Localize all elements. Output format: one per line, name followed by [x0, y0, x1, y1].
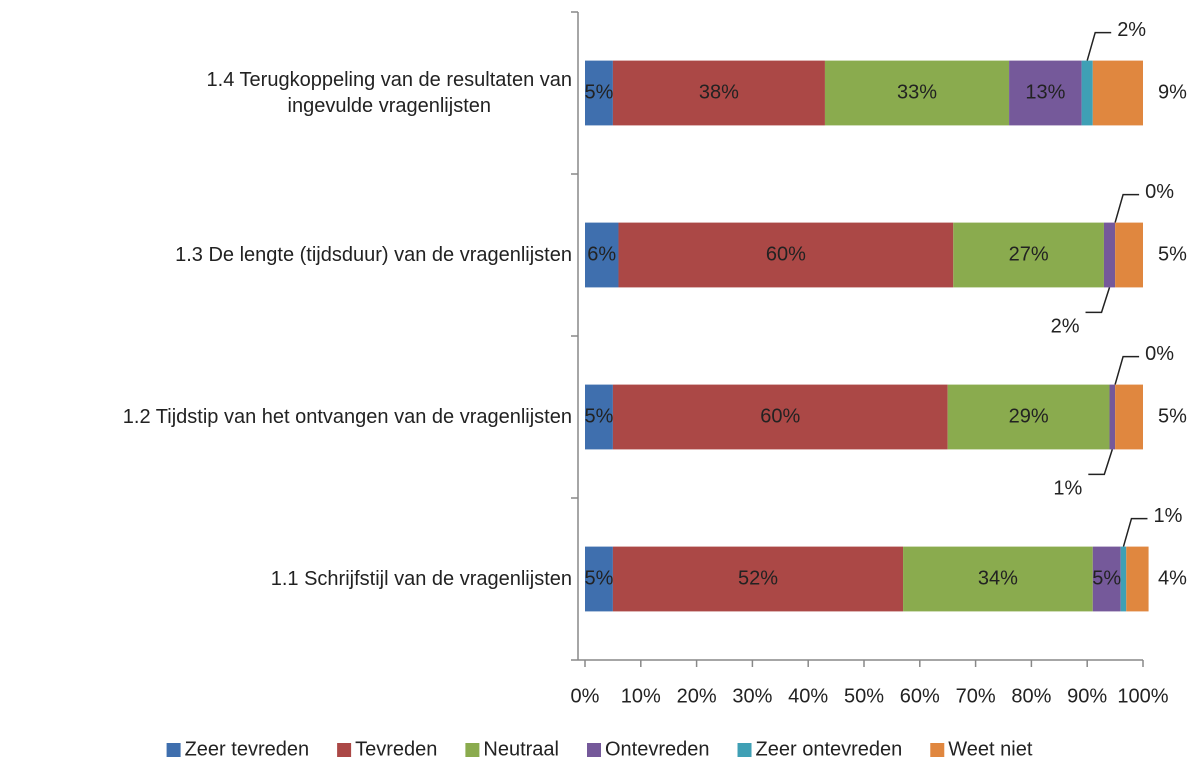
data-label: 5% [1158, 405, 1187, 427]
legend-label: Tevreden [355, 738, 437, 760]
legend-swatch [737, 743, 752, 757]
x-tick-label: 50% [844, 685, 884, 707]
bar-segment [612, 546, 904, 612]
category-label: 1.1 Schrijfstijl van de vragenlijsten [270, 568, 572, 590]
data-label: 60% [766, 243, 806, 265]
legend-label: Zeer ontevreden [756, 738, 903, 760]
data-label: 0% [1145, 181, 1174, 203]
data-label: 5% [584, 405, 613, 427]
x-tick-label: 100% [1117, 685, 1168, 707]
bar-segment [585, 222, 619, 288]
bar-segment [1103, 222, 1116, 288]
legend-label: Zeer tevreden [185, 738, 310, 760]
category-label: 1.3 De lengte (tijdsduur) van de vragenl… [175, 244, 572, 266]
data-label: 13% [1025, 81, 1065, 103]
bar-segment [824, 60, 1010, 126]
data-label: 1% [1053, 478, 1082, 500]
bar-segment [903, 546, 1093, 612]
x-tick-label: 10% [621, 685, 661, 707]
data-label: 5% [584, 567, 613, 589]
data-label: 2% [1051, 316, 1080, 338]
legend-swatch [587, 743, 601, 757]
legend-label: Weet niet [948, 738, 1033, 760]
bar-segment [585, 60, 613, 126]
bar-segment [618, 222, 954, 288]
data-label: 5% [1158, 243, 1187, 265]
leader-line [1122, 517, 1148, 547]
legend-label: Ontevreden [605, 738, 710, 760]
legend-swatch [166, 743, 181, 757]
bar-segment [1120, 546, 1127, 612]
bar-segment [953, 222, 1104, 288]
bar-segment [1092, 546, 1121, 612]
data-label: 6% [587, 243, 616, 265]
leader-line [1114, 193, 1140, 223]
x-tick-label: 30% [732, 685, 772, 707]
data-label: 0% [1145, 343, 1174, 365]
legend-swatch [465, 743, 480, 757]
bar-segment [1115, 384, 1143, 450]
legend: Zeer tevreden Tevreden Neutraal Ontevreden Z… [166, 738, 1033, 760]
data-label: 2% [1117, 19, 1146, 41]
category-label: 1.2 Tijdstip van het ontvangen van de vr… [122, 406, 572, 428]
bar-segment [1126, 546, 1149, 612]
bar-segment [612, 384, 948, 450]
leader-line [1086, 31, 1112, 61]
bar-segment [585, 384, 613, 450]
bar-segment [947, 384, 1110, 450]
data-label: 60% [760, 405, 800, 427]
data-label: 38% [699, 81, 739, 103]
data-label: 9% [1158, 81, 1187, 103]
bar-segment [612, 60, 825, 126]
leader-line [1088, 449, 1114, 476]
legend-swatch [337, 743, 352, 757]
data-label: 5% [1092, 567, 1121, 589]
bar-segment [1081, 60, 1093, 126]
bar-segment [585, 546, 613, 612]
category-label: 1.4 Terugkoppeling van de resultaten van… [206, 69, 572, 117]
data-label: 4% [1158, 567, 1187, 589]
data-label: 34% [978, 567, 1018, 589]
x-tick-label: 90% [1067, 685, 1107, 707]
data-label: 29% [1009, 405, 1049, 427]
leader-line [1114, 355, 1140, 385]
data-label: 1% [1153, 505, 1182, 527]
bar-segment [1092, 60, 1143, 126]
x-tick-label: 20% [677, 685, 717, 707]
legend-label: Neutraal [483, 738, 559, 760]
data-label: 33% [897, 81, 937, 103]
data-label: 27% [1009, 243, 1049, 265]
x-tick-label: 40% [788, 685, 828, 707]
leader-line [1085, 287, 1111, 314]
data-label: 5% [584, 81, 613, 103]
x-tick-label: 70% [956, 685, 996, 707]
bar-segment [1109, 384, 1116, 450]
x-tick-label: 0% [571, 685, 600, 707]
data-label: 52% [738, 567, 778, 589]
bar-segment [1009, 60, 1082, 126]
x-tick-label: 60% [900, 685, 940, 707]
legend-swatch [930, 743, 945, 757]
x-tick-label: 80% [1011, 685, 1051, 707]
bar-segment [1115, 222, 1143, 288]
